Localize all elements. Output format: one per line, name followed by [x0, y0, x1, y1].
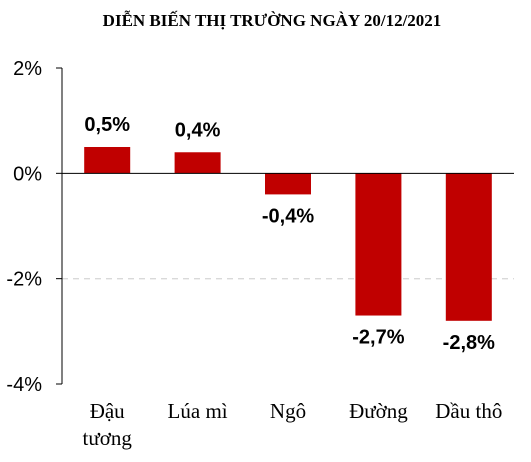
data-label: -0,4% [262, 205, 314, 227]
data-label: -2,7% [352, 327, 404, 349]
data-label: -2,8% [443, 332, 495, 354]
bar [84, 147, 131, 174]
bar [265, 173, 311, 195]
data-label: 0,4% [175, 119, 221, 141]
x-category-label: Đậu [90, 399, 125, 423]
x-category-label: Lúa mì [168, 399, 228, 423]
bar [355, 173, 402, 316]
x-category-label: tương [83, 426, 133, 450]
y-tick-label: 0% [13, 163, 42, 185]
y-tick-label: -4% [6, 374, 42, 396]
x-category-label: Ngô [270, 399, 306, 423]
y-tick-label: 2% [13, 58, 42, 80]
x-category-label: Dầu thô [435, 399, 502, 423]
bar [445, 173, 492, 321]
y-tick-label: -2% [6, 269, 42, 291]
bar [174, 152, 221, 174]
chart-title: DIỄN BIẾN THỊ TRƯỜNG NGÀY 20/12/2021 [103, 11, 442, 30]
data-label: 0,5% [84, 114, 130, 136]
x-category-label: Đường [349, 399, 408, 423]
